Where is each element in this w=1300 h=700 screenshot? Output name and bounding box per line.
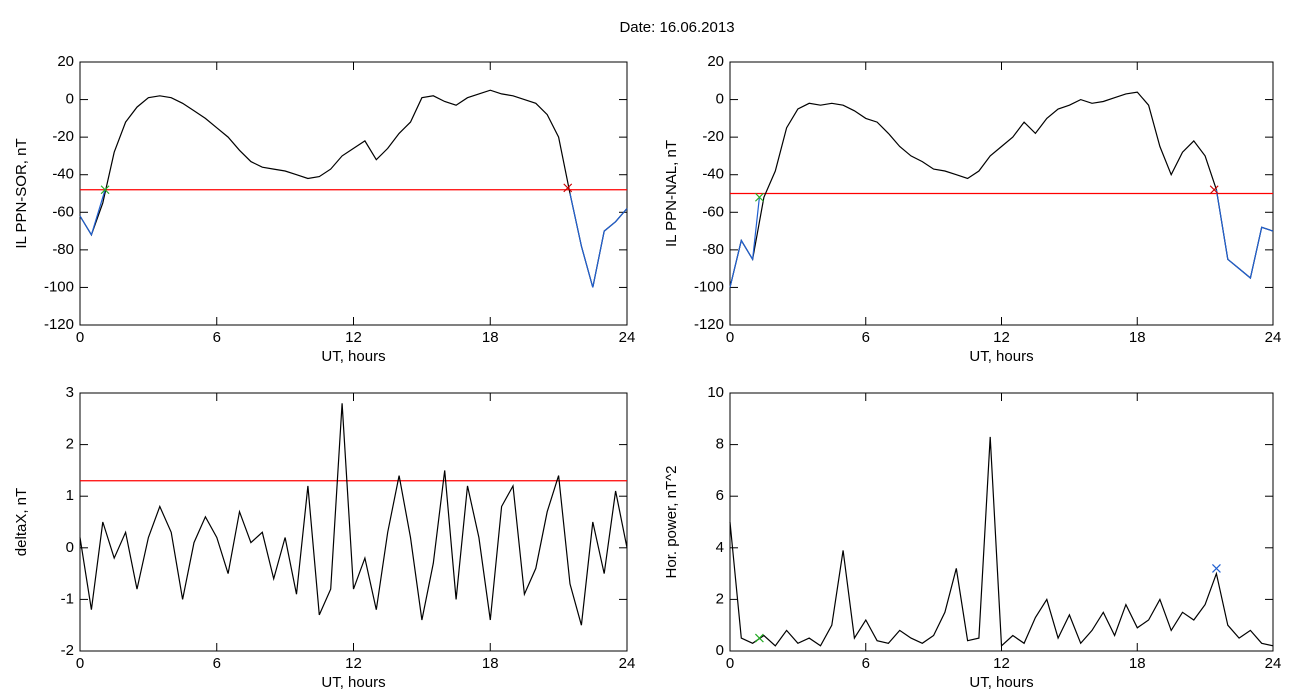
y-tick-label: 0	[66, 539, 74, 556]
x-tick-label: 6	[213, 655, 221, 672]
data-line	[79, 189, 628, 288]
x-axis-label: UT, hours	[969, 674, 1033, 691]
y-tick-label: 20	[707, 53, 724, 70]
y-axis-label: Hor. power, nT^2	[663, 466, 680, 579]
y-tick-label: -80	[702, 241, 724, 258]
y-tick-label: 2	[66, 436, 74, 453]
y-tick-label: -60	[702, 203, 724, 220]
x-axis-label: UT, hours	[969, 348, 1033, 365]
x-tick-label: 24	[619, 329, 636, 346]
x-tick-label: 12	[345, 329, 362, 346]
y-tick-label: -120	[44, 316, 74, 333]
marker	[563, 183, 573, 193]
data-line	[729, 436, 1274, 648]
x-tick-label: 18	[1129, 329, 1146, 346]
marker	[1212, 564, 1221, 573]
marker	[754, 633, 764, 643]
x-tick-label: 0	[726, 655, 734, 672]
page-title: Date: 16.06.2013	[619, 19, 734, 36]
x-tick-label: 0	[726, 329, 734, 346]
y-tick-label: 0	[66, 91, 74, 108]
y-tick-label: 3	[66, 384, 74, 401]
x-tick-label: 12	[993, 655, 1010, 672]
x-tick-label: 6	[862, 329, 870, 346]
data-line	[79, 403, 628, 626]
y-tick-label: -1	[61, 590, 74, 607]
y-tick-label: -20	[52, 128, 74, 145]
y-tick-label: 2	[716, 590, 724, 607]
y-tick-label: 1	[66, 487, 74, 504]
x-tick-label: 24	[1265, 329, 1282, 346]
y-tick-label: 0	[716, 91, 724, 108]
x-tick-label: 12	[345, 655, 362, 672]
y-axis-label: deltaX, nT	[13, 488, 30, 556]
y-axis-label: IL PPN-NAL, nT	[663, 140, 680, 247]
x-tick-label: 18	[1129, 655, 1146, 672]
data-line	[79, 89, 628, 288]
x-tick-label: 12	[993, 329, 1010, 346]
x-tick-label: 18	[482, 655, 499, 672]
marker	[1209, 185, 1219, 195]
y-tick-label: 0	[716, 642, 724, 659]
x-tick-label: 24	[619, 655, 636, 672]
x-tick-label: 0	[76, 329, 84, 346]
y-axis-label: IL PPN-SOR, nT	[13, 138, 30, 248]
data-line	[729, 91, 1274, 288]
data-line	[729, 189, 1274, 288]
x-tick-label: 18	[482, 329, 499, 346]
y-tick-label: -120	[694, 316, 724, 333]
y-tick-label: -2	[61, 642, 74, 659]
y-tick-label: -60	[52, 203, 74, 220]
x-tick-label: 0	[76, 655, 84, 672]
y-tick-label: -40	[702, 166, 724, 183]
x-tick-label: 6	[862, 655, 870, 672]
x-tick-label: 6	[213, 329, 221, 346]
y-tick-label: -100	[44, 278, 74, 295]
y-tick-label: 10	[707, 384, 724, 401]
y-tick-label: 20	[57, 53, 74, 70]
marker	[754, 192, 764, 202]
x-axis-label: UT, hours	[321, 674, 385, 691]
y-tick-label: -40	[52, 166, 74, 183]
y-tick-label: 4	[716, 539, 724, 556]
x-tick-label: 24	[1265, 655, 1282, 672]
x-axis-label: UT, hours	[321, 348, 385, 365]
y-tick-label: -100	[694, 278, 724, 295]
y-tick-label: -20	[702, 128, 724, 145]
y-tick-label: 8	[716, 436, 724, 453]
marker	[100, 185, 110, 195]
y-tick-label: 6	[716, 487, 724, 504]
y-tick-label: -80	[52, 241, 74, 258]
